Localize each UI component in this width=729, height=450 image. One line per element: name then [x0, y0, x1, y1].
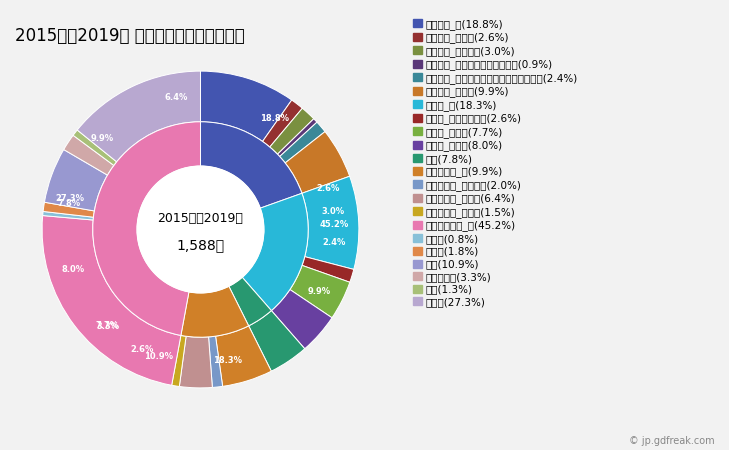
Wedge shape [249, 310, 305, 371]
Wedge shape [181, 286, 249, 337]
Text: 18.8%: 18.8% [260, 114, 289, 123]
Wedge shape [271, 289, 332, 349]
Wedge shape [171, 335, 186, 387]
Text: 2015年～2019年 雲南市の女性の死因構成: 2015年～2019年 雲南市の女性の死因構成 [15, 27, 244, 45]
Wedge shape [43, 202, 94, 217]
Text: 2.6%: 2.6% [130, 346, 154, 355]
Wedge shape [262, 100, 303, 147]
Wedge shape [290, 266, 350, 318]
Text: 7.7%: 7.7% [95, 320, 118, 329]
Wedge shape [73, 130, 117, 166]
Text: 1,588人: 1,588人 [176, 238, 225, 252]
Wedge shape [208, 336, 222, 387]
Wedge shape [302, 256, 354, 282]
Wedge shape [229, 277, 271, 326]
Text: 6.4%: 6.4% [165, 93, 188, 102]
Text: 27.3%: 27.3% [56, 194, 85, 203]
Circle shape [137, 166, 264, 293]
Text: © jp.gdfreak.com: © jp.gdfreak.com [629, 436, 714, 446]
Wedge shape [93, 122, 200, 335]
Text: 2.6%: 2.6% [316, 184, 340, 194]
Text: 8.0%: 8.0% [61, 265, 85, 274]
Wedge shape [179, 336, 212, 388]
Wedge shape [280, 122, 325, 163]
Wedge shape [270, 108, 313, 154]
Wedge shape [285, 131, 350, 194]
Text: 9.9%: 9.9% [308, 287, 331, 296]
Wedge shape [44, 149, 107, 211]
Wedge shape [200, 122, 302, 208]
Text: 45.2%: 45.2% [319, 220, 349, 229]
Wedge shape [278, 119, 317, 157]
Wedge shape [200, 71, 292, 141]
Text: 18.3%: 18.3% [213, 356, 242, 365]
Text: 10.9%: 10.9% [144, 352, 174, 361]
Text: 9.9%: 9.9% [91, 134, 114, 143]
Wedge shape [216, 326, 271, 387]
Text: 2015年～2019年: 2015年～2019年 [157, 212, 243, 225]
Wedge shape [242, 194, 308, 310]
Text: 3.0%: 3.0% [321, 207, 345, 216]
Legend: 悪性腫瘍_計(18.8%), 悪性腫瘍_胃がん(2.6%), 悪性腫瘍_大腸がん(3.0%), 悪性腫瘍_肝がん・肝内胆管がん(0.9%), 悪性腫瘍_気管がん: 悪性腫瘍_計(18.8%), 悪性腫瘍_胃がん(2.6%), 悪性腫瘍_大腸がん… [413, 19, 578, 307]
Wedge shape [43, 212, 93, 220]
Wedge shape [77, 71, 200, 162]
Wedge shape [302, 176, 359, 270]
Wedge shape [63, 135, 114, 175]
Text: 7.8%: 7.8% [58, 199, 81, 208]
Text: 2.4%: 2.4% [322, 238, 346, 247]
Wedge shape [42, 216, 181, 385]
Text: 3.3%: 3.3% [96, 322, 120, 331]
